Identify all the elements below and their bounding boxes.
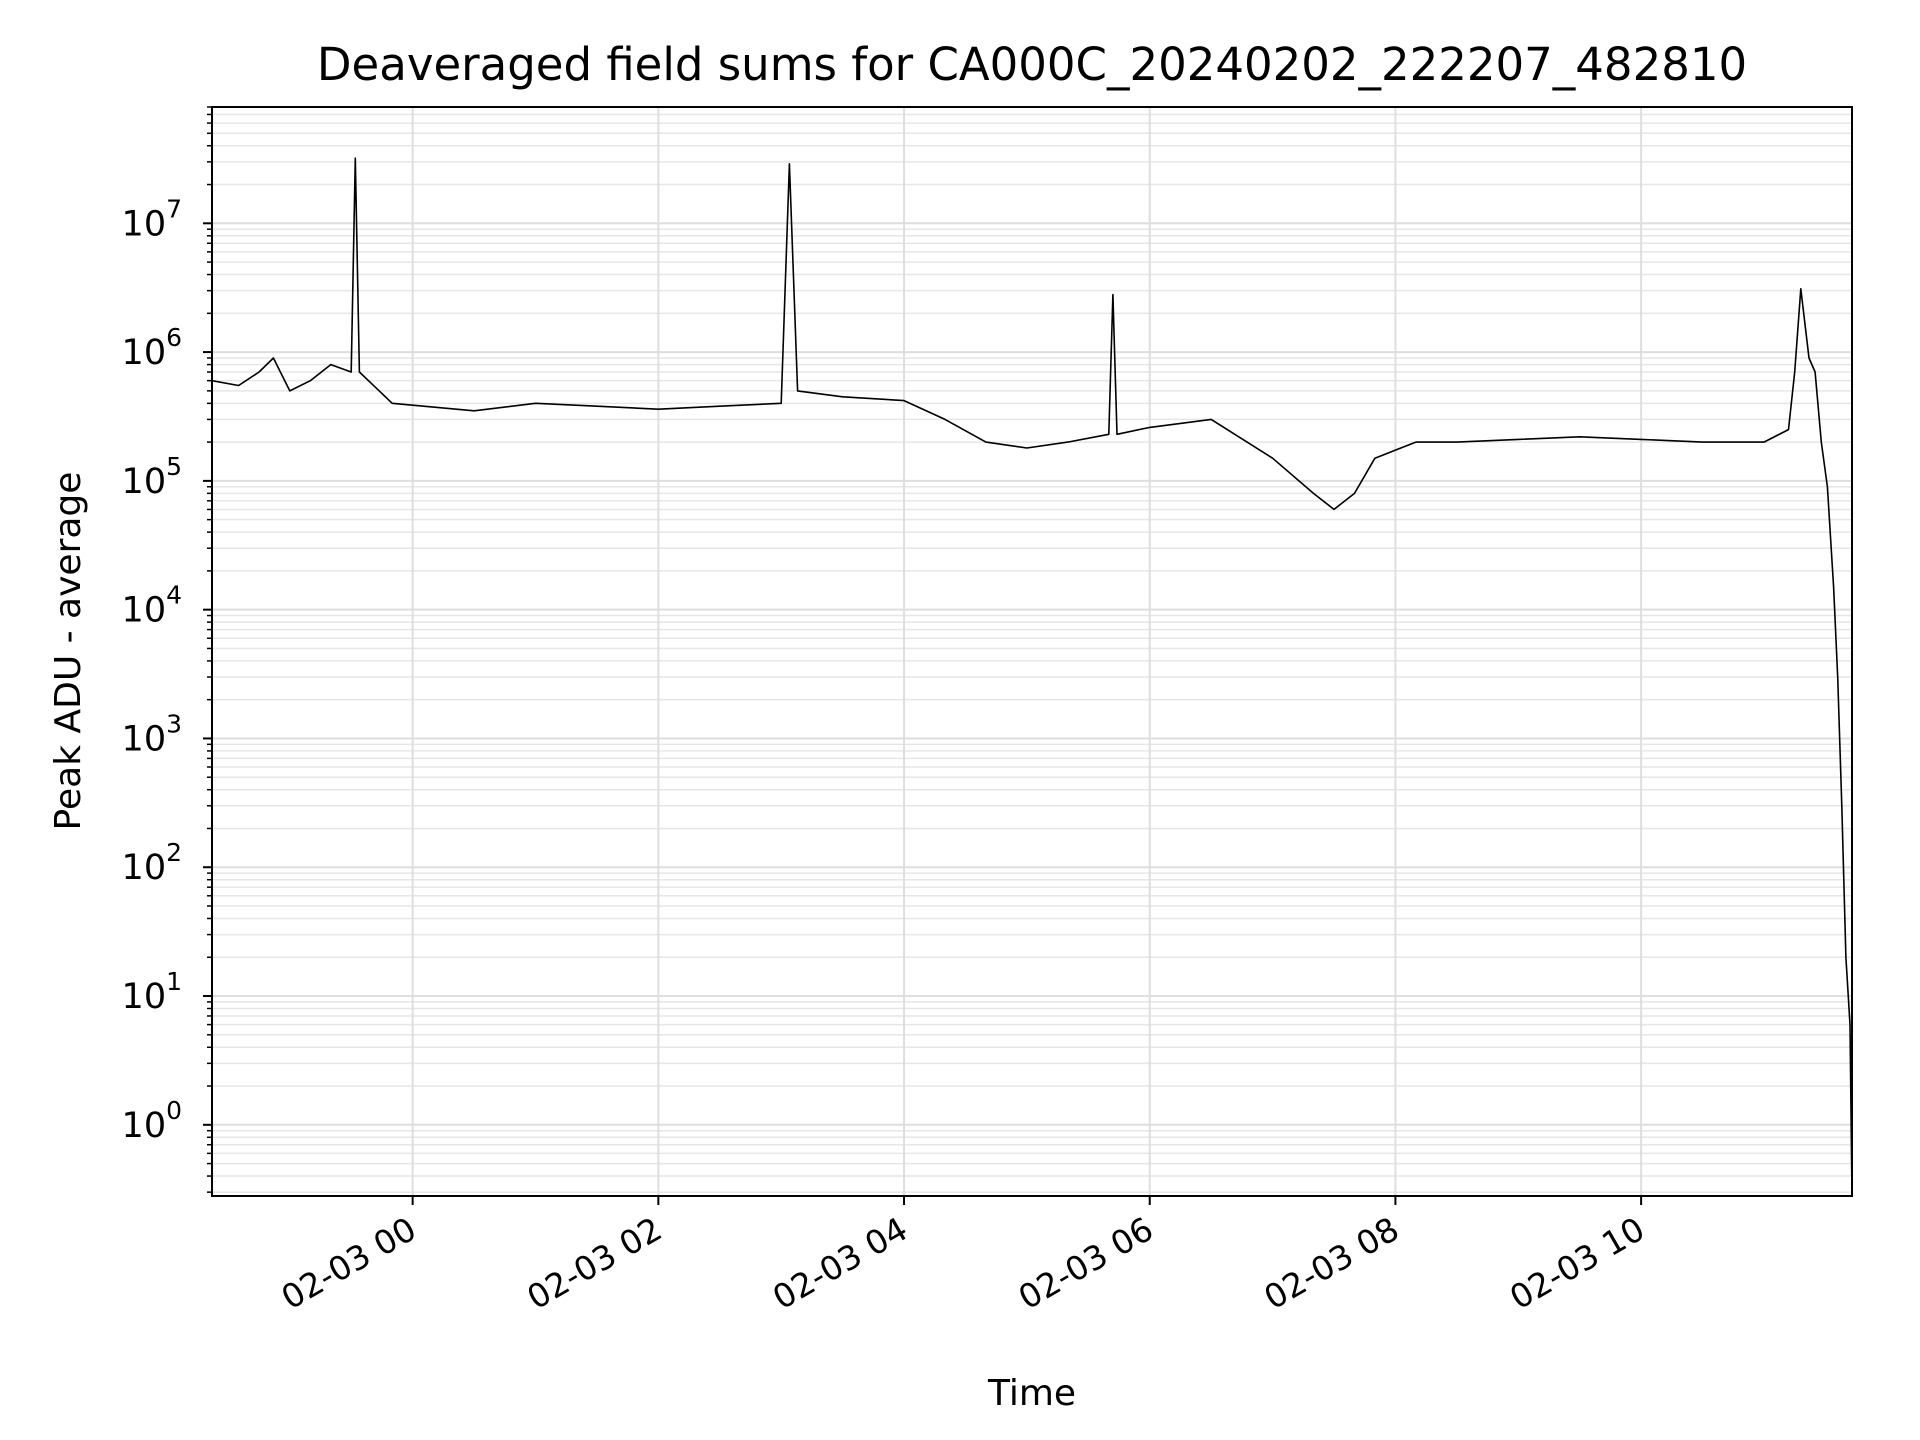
major-gridlines xyxy=(212,107,1852,1196)
y-tick-label: 100 xyxy=(122,1096,182,1146)
y-tick-label: 104 xyxy=(122,581,182,631)
y-tick-label: 107 xyxy=(122,194,182,244)
y-tick-label: 101 xyxy=(122,967,182,1017)
y-axis-label: Peak ADU - average xyxy=(48,472,89,831)
plot-frame xyxy=(211,106,1853,1197)
y-tick-label: 102 xyxy=(122,838,182,888)
minor-gridlines xyxy=(212,106,1852,1193)
series-line xyxy=(211,157,1853,1197)
y-tick-label: 105 xyxy=(122,452,182,502)
chart-title: Deaveraged field sums for CA000C_2024020… xyxy=(317,38,1747,91)
axis-ticks xyxy=(203,106,1643,1205)
series-layer xyxy=(211,157,1853,1197)
y-tick-label: 103 xyxy=(122,709,182,759)
y-tick-label: 106 xyxy=(122,323,182,373)
x-axis-label: Time xyxy=(987,1373,1076,1414)
